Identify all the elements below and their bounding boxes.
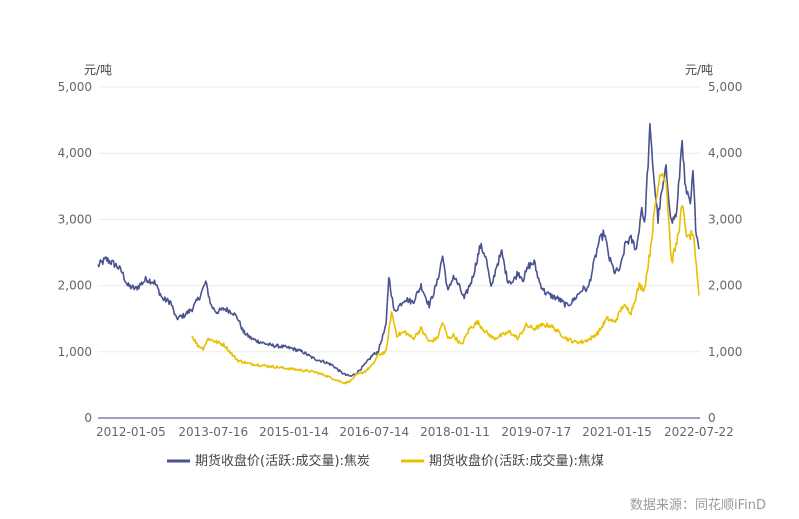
x-tick-label: 2022-07-22 (664, 425, 734, 439)
y-tick-label-right: 1,000 (708, 345, 742, 359)
data-source: 数据来源：同花顺iFinD (630, 497, 766, 513)
legend-label-coking-coal: 期货收盘价(活跃:成交量):焦煤 (429, 453, 604, 469)
y-tick-label-left: 3,000 (58, 212, 92, 226)
y-tick-label-right: 3,000 (708, 212, 742, 226)
series-line-coke (97, 122, 700, 377)
x-tick-label: 2015-01-14 (259, 425, 329, 439)
axes: 0 0 1,000 1,000 2,000 2,000 3,000 3,000 4,000 4,0… (58, 80, 743, 439)
y-tick-label-left: 0 (84, 411, 92, 425)
x-tick-label: 2013-07-16 (178, 425, 248, 439)
legend-item-coking-coal[interactable]: 期货收盘价(活跃:成交量):焦煤 (401, 453, 604, 469)
y-tick-label-left: 1,000 (58, 345, 92, 359)
y-tick-label-left: 2,000 (58, 279, 92, 293)
y-tick-label-right: 0 (708, 411, 716, 425)
legend-item-coke[interactable]: 期货收盘价(活跃:成交量):焦炭 (167, 453, 370, 469)
left-axis-unit: 元/吨 (84, 63, 112, 77)
x-tick-label: 2012-01-05 (96, 425, 166, 439)
y-tick-label-left: 4,000 (58, 146, 92, 160)
right-axis-unit: 元/吨 (685, 63, 713, 77)
series-lines (97, 122, 700, 385)
x-tick-label: 2018-01-11 (420, 425, 490, 439)
y-tick-label-left: 5,000 (58, 80, 92, 94)
x-tick-label: 2019-07-17 (501, 425, 571, 439)
grid-lines (98, 86, 700, 353)
x-tick-label: 2016-07-14 (339, 425, 409, 439)
legend[interactable]: 期货收盘价(活跃:成交量):焦炭 期货收盘价(活跃:成交量):焦煤 (167, 453, 604, 469)
legend-label-coke: 期货收盘价(活跃:成交量):焦炭 (195, 453, 370, 469)
y-tick-label-right: 2,000 (708, 279, 742, 293)
y-tick-label-right: 5,000 (708, 80, 742, 94)
y-tick-label-right: 4,000 (708, 146, 742, 160)
x-tick-label: 2021-01-15 (582, 425, 652, 439)
series-line-coking-coal (191, 172, 700, 385)
